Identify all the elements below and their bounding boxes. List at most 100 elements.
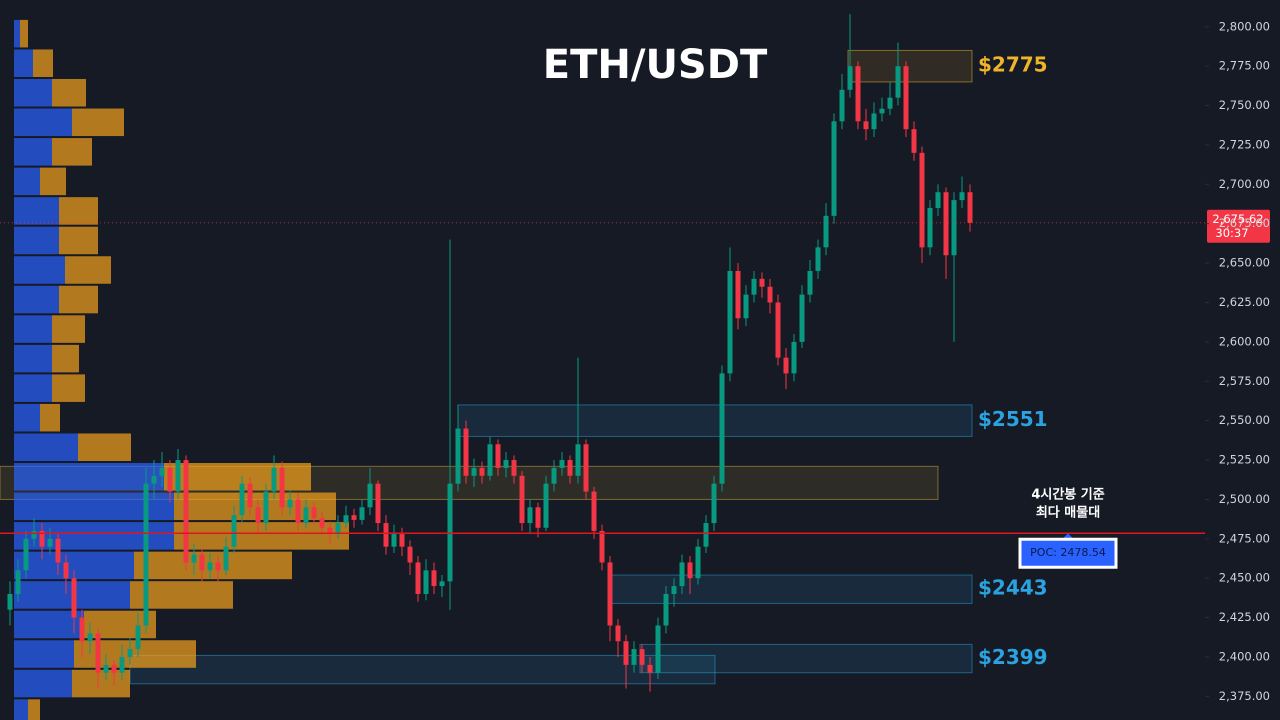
candle-body	[15, 570, 21, 594]
profile-buy	[14, 374, 52, 402]
candle-body	[247, 483, 253, 508]
y-tick-label: 2,375.00	[1219, 689, 1270, 703]
candle-body	[23, 538, 29, 571]
profile-buy	[14, 315, 52, 343]
y-tick-label: 2,500.00	[1219, 492, 1270, 506]
candle-body	[575, 444, 581, 476]
candle-body	[303, 507, 309, 524]
last-price-label: 2,675.62	[1212, 212, 1263, 226]
candle-body	[295, 499, 301, 524]
candle-body	[663, 593, 669, 626]
y-tick-label: 2,450.00	[1219, 571, 1270, 585]
candle-body	[647, 664, 653, 673]
profile-sell	[134, 551, 292, 580]
profile-buy	[14, 669, 72, 698]
zone	[847, 49, 973, 83]
candle-body	[503, 460, 509, 468]
y-tick-label: 2,700.00	[1219, 177, 1270, 191]
candle-body	[599, 530, 605, 563]
candle-body	[623, 641, 629, 665]
candle-body	[815, 247, 821, 271]
candle-body	[271, 467, 277, 492]
candle-body	[263, 491, 269, 524]
candle-body	[471, 467, 477, 476]
candle-body	[951, 200, 957, 256]
candle-body	[335, 523, 341, 535]
profile-sell	[72, 669, 130, 698]
y-tick-label: 2,650.00	[1219, 256, 1270, 270]
candle-body	[671, 586, 677, 594]
profile-buy	[14, 19, 20, 48]
candle-body	[191, 554, 197, 563]
candle-body	[71, 578, 77, 618]
candle-body	[871, 113, 877, 130]
candle-body	[863, 121, 869, 130]
candle-body	[103, 664, 109, 673]
candle-body	[351, 515, 357, 520]
y-tick-label: 2,725.00	[1219, 137, 1270, 151]
profile-buy	[14, 492, 174, 521]
candle-body	[359, 507, 365, 520]
candle-body	[143, 483, 149, 626]
candle-body	[55, 538, 61, 563]
candle-body	[935, 192, 941, 208]
candle-body	[375, 483, 381, 524]
profile-sell	[174, 492, 336, 521]
candle-body	[495, 444, 501, 468]
candle-body	[775, 302, 781, 358]
candle-body	[407, 546, 413, 563]
candle-body	[903, 66, 909, 130]
candle-body	[559, 460, 565, 468]
profile-sell	[59, 226, 98, 255]
profile-sell	[52, 315, 85, 343]
candle-body	[239, 483, 245, 516]
candle-body	[631, 649, 637, 665]
profile-buy	[14, 197, 59, 225]
profile-sell	[72, 108, 124, 137]
candle-body	[943, 192, 949, 256]
candle-body	[31, 530, 37, 539]
candle-body	[255, 507, 261, 524]
candle-body	[839, 89, 845, 122]
candle-body	[159, 467, 165, 476]
candle-body	[767, 286, 773, 303]
candle-body	[487, 444, 493, 476]
candle-body	[527, 507, 533, 524]
candle-body	[967, 192, 973, 223]
candle-body	[47, 538, 53, 547]
profile-sell	[20, 19, 28, 48]
candle-body	[95, 633, 101, 673]
candle-body	[695, 546, 701, 579]
y-tick-label: 2,600.00	[1219, 334, 1270, 348]
poc-note: 최다 매물대	[1036, 505, 1100, 521]
candle-body	[959, 192, 965, 201]
candle-body	[807, 270, 813, 295]
candle-body	[759, 278, 765, 287]
candle-body	[327, 527, 333, 535]
y-tick-label: 2,675.00	[1219, 216, 1270, 230]
candle-body	[919, 152, 925, 248]
countdown: 30:37	[1215, 226, 1248, 240]
y-tick-label: 2,475.00	[1219, 531, 1270, 545]
candle-body	[751, 278, 757, 295]
candle-body	[607, 562, 613, 626]
profile-sell	[65, 256, 111, 284]
candle-body	[463, 428, 469, 476]
profile-buy	[14, 640, 74, 668]
candle-body	[175, 460, 181, 492]
poc-box	[1018, 537, 1118, 569]
candles	[7, 14, 973, 692]
candle-body	[879, 108, 885, 114]
candle-body	[847, 66, 853, 90]
candle-body	[823, 215, 829, 248]
y-tick-label: 2,750.00	[1219, 98, 1270, 112]
profile-buy	[14, 49, 33, 77]
profile-buy	[14, 403, 40, 432]
candle-body	[583, 444, 589, 492]
candle-body	[911, 129, 917, 153]
zone-label: $2551	[978, 407, 1048, 431]
zone-label: $2443	[978, 576, 1048, 600]
